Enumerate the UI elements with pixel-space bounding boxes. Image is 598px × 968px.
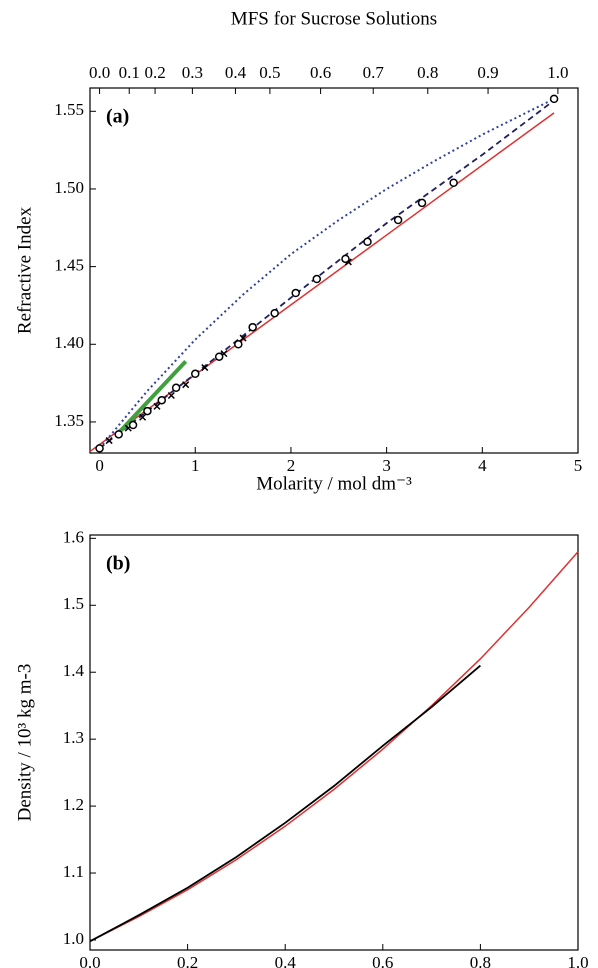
data-point xyxy=(239,334,247,342)
x-tick-label: 5 xyxy=(574,456,583,475)
annotation: (b) xyxy=(106,553,130,575)
y-tick-label: 1.3 xyxy=(63,728,84,747)
x2-tick-label: 0.6 xyxy=(310,63,331,82)
x-tick-label: 0 xyxy=(95,456,104,475)
y-tick-label: 1.4 xyxy=(63,661,85,680)
data-line xyxy=(89,551,579,942)
data-point xyxy=(312,274,322,284)
y-tick-label: 1.40 xyxy=(54,333,84,352)
data-point xyxy=(95,444,104,453)
x2-tick-label: 0.3 xyxy=(182,63,203,82)
data-line xyxy=(89,664,481,943)
x-tick-label: 2 xyxy=(287,456,296,475)
data-point xyxy=(157,395,167,405)
x2-tick-label: 0.1 xyxy=(119,63,140,82)
y-tick-label: 1.6 xyxy=(63,527,84,546)
y-axis-label: Density / 10³ kg m-3 xyxy=(14,664,35,822)
x2-tick-label: 0.2 xyxy=(144,63,165,82)
x-tick-label: 3 xyxy=(382,456,391,475)
x-tick-label: 1.0 xyxy=(567,953,588,968)
x2-tick-label: 0.5 xyxy=(259,63,280,82)
x-tick-label: 0.4 xyxy=(275,953,297,968)
data-point xyxy=(393,215,403,225)
data-point xyxy=(153,402,161,410)
data-point xyxy=(143,406,152,416)
data-point xyxy=(128,420,138,430)
data-point xyxy=(214,352,224,361)
data-line xyxy=(98,97,555,449)
data-point xyxy=(341,254,350,264)
x2-tick-label: 0.7 xyxy=(363,63,385,82)
data-point xyxy=(167,392,175,400)
x2-axis-label: MFS for Sucrose Solutions xyxy=(231,8,437,29)
y-tick-label: 1.50 xyxy=(54,178,84,197)
data-point xyxy=(114,430,123,439)
x-tick-label: 1 xyxy=(191,456,200,475)
x-tick-label: 0.0 xyxy=(79,953,100,968)
data-point xyxy=(182,381,190,389)
plot-frame xyxy=(89,87,579,454)
y-tick-label: 1.55 xyxy=(54,100,84,119)
x2-tick-label: 1.0 xyxy=(547,63,568,82)
data-point xyxy=(234,340,243,349)
y-tick-label: 1.1 xyxy=(63,862,84,881)
y-tick-label: 1.35 xyxy=(54,411,84,430)
y-axis-label: Refractive Index xyxy=(14,206,35,334)
x-axis-label: Molarity / mol dm⁻³ xyxy=(256,473,412,494)
data-point xyxy=(449,178,458,187)
data-point xyxy=(171,383,181,393)
data-line xyxy=(99,99,555,450)
data-point xyxy=(139,413,147,421)
data-point xyxy=(363,237,372,247)
annotation: (a) xyxy=(106,106,129,128)
x2-tick-label: 0.9 xyxy=(477,63,498,82)
data-point xyxy=(191,369,200,379)
data-point xyxy=(291,288,300,298)
x-tick-label: 0.6 xyxy=(372,953,393,968)
x-tick-label: 0.2 xyxy=(177,953,198,968)
data-point xyxy=(248,322,257,332)
y-tick-label: 1.2 xyxy=(63,795,84,814)
x2-tick-label: 0.0 xyxy=(89,63,110,82)
data-line xyxy=(89,112,555,453)
plot-frame xyxy=(89,534,579,951)
x2-tick-label: 0.8 xyxy=(417,63,438,82)
data-point xyxy=(270,308,279,318)
data-line xyxy=(117,359,188,435)
y-tick-label: 1.45 xyxy=(54,256,84,275)
data-point xyxy=(549,94,559,104)
x-tick-label: 4 xyxy=(478,456,487,475)
data-point xyxy=(105,437,113,445)
x2-tick-label: 0.4 xyxy=(225,63,247,82)
y-tick-label: 1.5 xyxy=(63,594,84,613)
x-tick-label: 0.8 xyxy=(470,953,491,968)
data-point xyxy=(201,364,209,372)
y-tick-label: 1.0 xyxy=(63,929,84,948)
data-point xyxy=(417,198,427,208)
